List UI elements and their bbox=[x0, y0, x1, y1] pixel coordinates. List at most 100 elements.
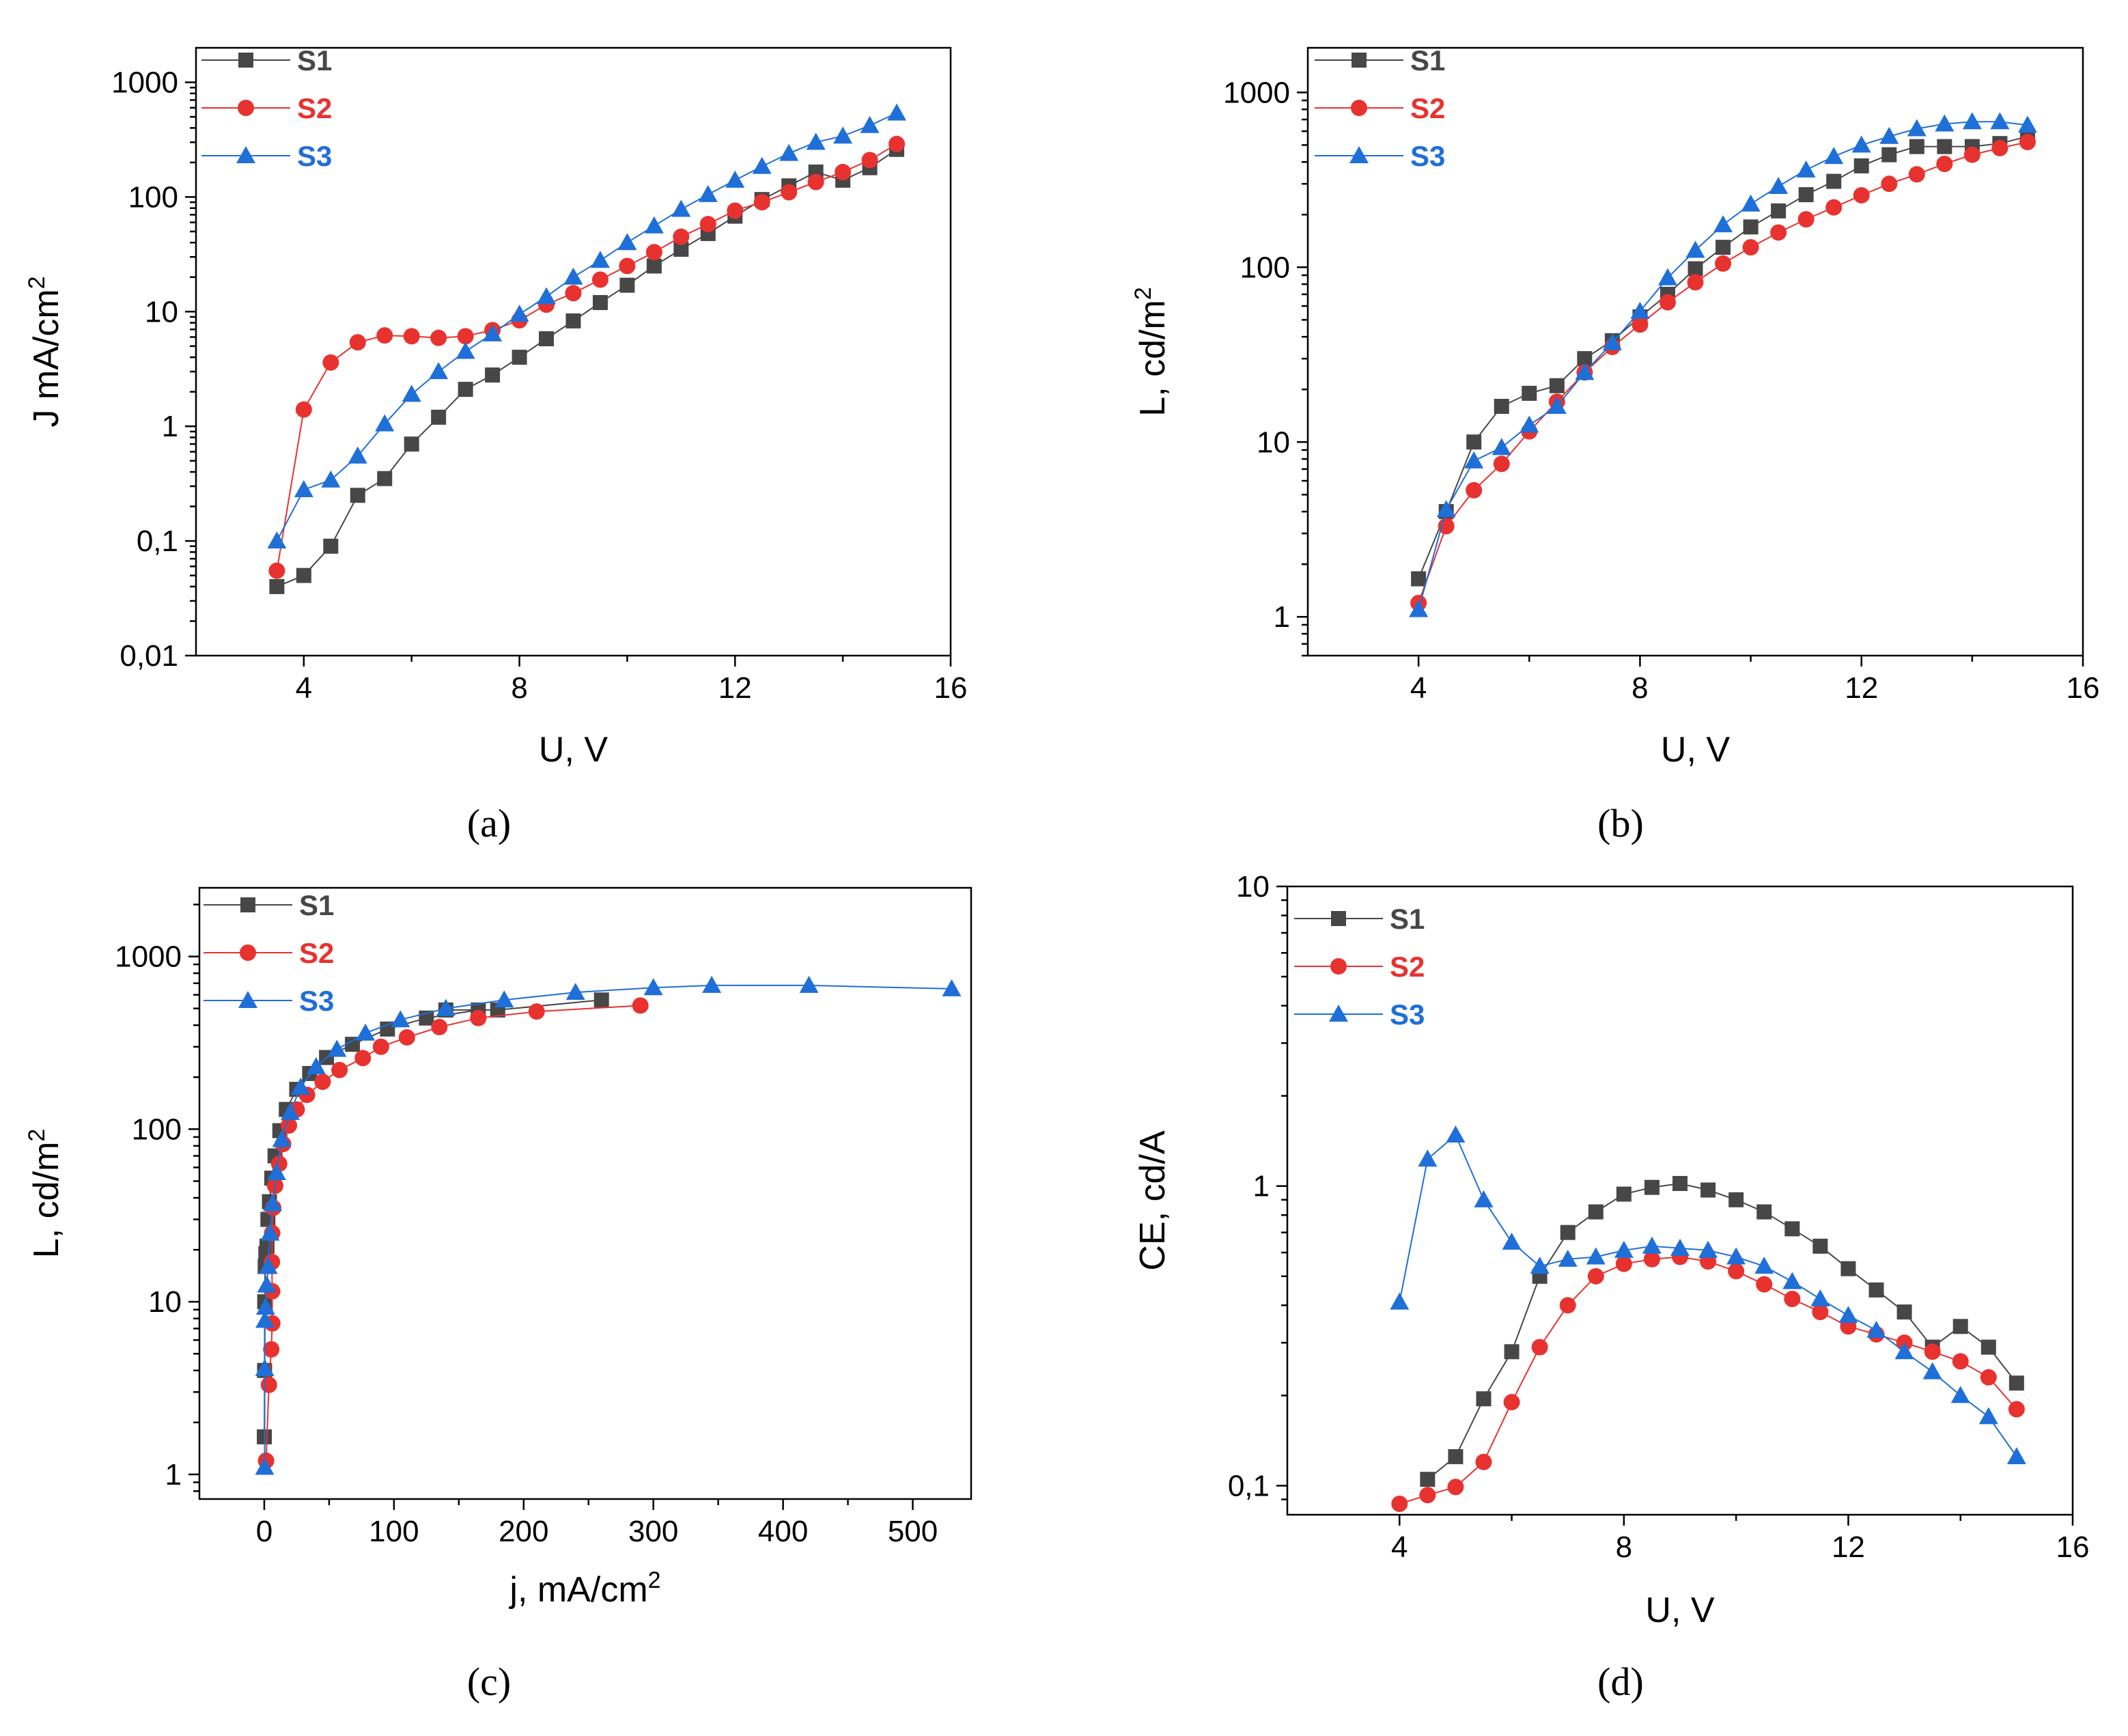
series-s3 bbox=[255, 975, 962, 1475]
series-s3 bbox=[1409, 112, 2037, 617]
data-point-s3 bbox=[429, 362, 449, 380]
data-point-s1 bbox=[1616, 1186, 1632, 1202]
y-tick-label: 100 bbox=[1240, 251, 1290, 284]
y-tick-label: 1000 bbox=[115, 940, 182, 974]
plot-frame bbox=[198, 886, 972, 1500]
y-tick-label: 1000 bbox=[111, 66, 178, 100]
data-point-s2 bbox=[1632, 316, 1649, 333]
legend-marker bbox=[238, 100, 254, 116]
data-point-s1 bbox=[673, 241, 689, 257]
data-point-s3 bbox=[698, 184, 718, 202]
data-point-s2 bbox=[528, 1003, 545, 1020]
data-point-s2 bbox=[632, 997, 649, 1014]
legend-entry-s3: S3 bbox=[1315, 140, 1445, 172]
legend-label: S1 bbox=[1390, 903, 1425, 935]
data-point-s1 bbox=[1644, 1179, 1660, 1195]
data-point-s3 bbox=[779, 143, 799, 161]
data-point-s3 bbox=[267, 531, 287, 549]
data-point-s2 bbox=[1559, 1297, 1576, 1314]
data-point-s3 bbox=[327, 1039, 347, 1057]
data-point-s3 bbox=[321, 470, 341, 488]
data-point-s1 bbox=[1549, 378, 1565, 393]
panel-b-luminance-voltage-chart: 4 8 12 16 1 10 100 1000 U, V L, cd/m2 S1 S2 S3 bbox=[1130, 44, 2099, 770]
data-point-s1 bbox=[1826, 173, 1842, 189]
data-point-s1 bbox=[1743, 219, 1759, 235]
data-point-s1 bbox=[1952, 1319, 1968, 1334]
data-point-s2 bbox=[807, 173, 824, 191]
data-point-s3 bbox=[260, 1223, 280, 1241]
y-tick-label: 0,1 bbox=[1228, 1469, 1270, 1502]
data-point-s1 bbox=[1716, 240, 1731, 255]
y-tick-label: 1000 bbox=[1223, 76, 1290, 109]
legend-entry-s2: S2 bbox=[204, 937, 334, 969]
y-tick-label: 1 bbox=[162, 410, 178, 443]
legend-entry-s2: S2 bbox=[201, 92, 332, 124]
y-tick-label: 100 bbox=[128, 180, 178, 214]
data-point-s2 bbox=[1742, 239, 1759, 256]
series-line-s1 bbox=[1418, 135, 2028, 579]
data-point-s3 bbox=[294, 480, 313, 498]
legend-label: S1 bbox=[1410, 44, 1445, 76]
data-point-s2 bbox=[430, 329, 447, 346]
data-point-s1 bbox=[512, 350, 527, 365]
data-point-s2 bbox=[1825, 199, 1843, 216]
data-point-s2 bbox=[1784, 1291, 1801, 1308]
x-tick-label: 200 bbox=[499, 1515, 548, 1548]
data-point-s1 bbox=[1980, 1339, 1996, 1355]
data-point-s2 bbox=[699, 216, 716, 233]
data-point-s3 bbox=[272, 1130, 292, 1147]
x-tick-label: 12 bbox=[1832, 1530, 1865, 1564]
data-point-s3 bbox=[565, 983, 585, 1000]
data-point-s2 bbox=[263, 1341, 280, 1358]
legend-label: S2 bbox=[297, 92, 332, 124]
data-point-s3 bbox=[1409, 600, 1429, 617]
data-point-s3 bbox=[590, 251, 610, 268]
data-point-s1 bbox=[565, 313, 581, 328]
data-point-s1 bbox=[2008, 1375, 2024, 1391]
data-point-s2 bbox=[470, 1009, 487, 1026]
data-point-s3 bbox=[1602, 333, 1622, 350]
data-point-s2 bbox=[314, 1074, 331, 1091]
data-point-s3 bbox=[258, 1257, 278, 1274]
series-line-s3 bbox=[276, 112, 897, 542]
data-point-s1 bbox=[296, 568, 311, 583]
data-point-s3 bbox=[860, 115, 880, 133]
data-point-s1 bbox=[1771, 203, 1787, 219]
data-point-s3 bbox=[1922, 1362, 1942, 1380]
data-point-s2 bbox=[781, 184, 798, 201]
x-tick-label: 16 bbox=[2056, 1530, 2090, 1564]
panel-d-current-efficiency-chart: 4 8 12 16 0,1 1 10 U, V CE, cd/A S1 S2 S3 bbox=[1133, 870, 2089, 1630]
y-tick-label: 10 bbox=[148, 1285, 182, 1319]
data-point-s3 bbox=[2006, 1446, 2026, 1464]
x-axis-title: U, V bbox=[1661, 730, 1730, 770]
data-point-s1 bbox=[1756, 1204, 1772, 1220]
data-point-s2 bbox=[861, 152, 878, 169]
data-point-s1 bbox=[1881, 147, 1897, 163]
data-point-s3 bbox=[1782, 1272, 1802, 1289]
data-point-s2 bbox=[727, 202, 744, 219]
x-tick-label: 8 bbox=[1616, 1530, 1632, 1564]
data-point-s1 bbox=[259, 1238, 275, 1254]
series-line-s3 bbox=[1418, 121, 2028, 610]
data-point-s3 bbox=[1558, 1249, 1578, 1267]
data-point-s1 bbox=[431, 409, 447, 425]
data-point-s2 bbox=[1756, 1276, 1773, 1293]
data-point-s3 bbox=[1907, 119, 1927, 137]
data-point-s3 bbox=[255, 1359, 275, 1377]
data-point-s3 bbox=[1935, 114, 1955, 132]
plot-frame bbox=[195, 46, 952, 657]
data-point-s3 bbox=[1657, 268, 1677, 285]
data-point-s3 bbox=[1713, 215, 1733, 233]
y-axis-title-sup: 2 bbox=[1130, 287, 1156, 300]
data-point-s2 bbox=[1391, 1496, 1408, 1513]
y-axis-title: L, cd/m2 bbox=[1130, 287, 1173, 416]
data-point-s3 bbox=[1851, 135, 1871, 153]
y-tick-label: 1 bbox=[165, 1458, 182, 1492]
y-tick-label: 0,1 bbox=[137, 524, 178, 558]
data-point-s2 bbox=[1881, 176, 1898, 193]
panel-label-a: (a) bbox=[467, 801, 511, 845]
data-point-s1 bbox=[1798, 187, 1814, 203]
data-point-s1 bbox=[1504, 1344, 1520, 1360]
data-point-s2 bbox=[1466, 481, 1483, 499]
data-point-s2 bbox=[349, 334, 366, 351]
